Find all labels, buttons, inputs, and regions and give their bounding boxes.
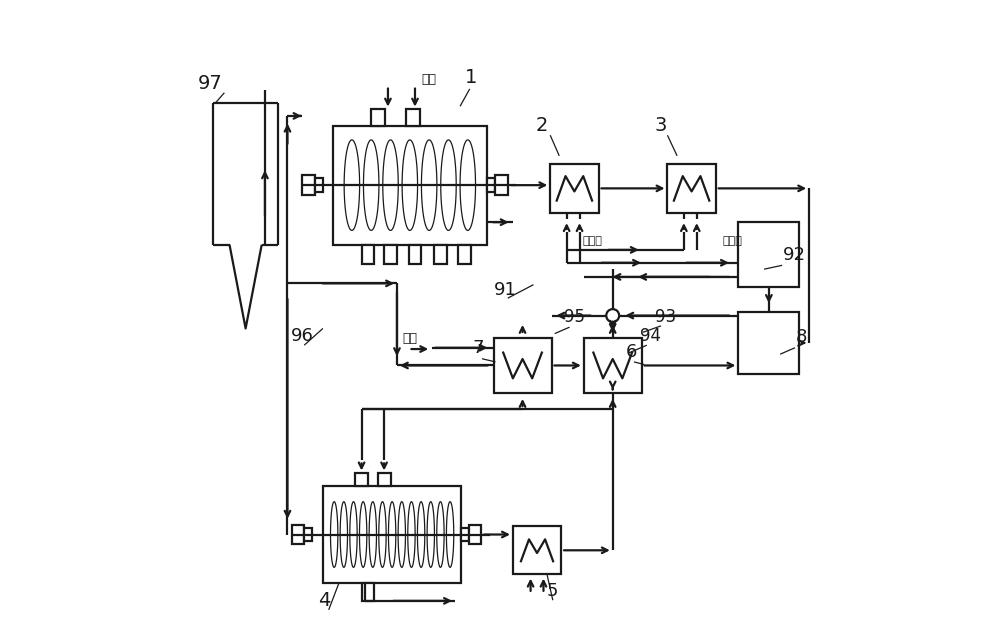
Text: 2: 2	[535, 116, 548, 135]
Text: 蒸汽: 蒸汽	[421, 73, 436, 86]
Bar	[434, 245, 447, 264]
Bar	[550, 164, 599, 213]
Bar	[378, 473, 391, 486]
Bar	[315, 178, 323, 192]
Text: 95: 95	[564, 308, 585, 326]
Bar	[738, 222, 799, 287]
Bar	[292, 525, 304, 544]
Bar	[469, 525, 481, 544]
Bar	[495, 175, 508, 196]
Bar	[409, 245, 421, 264]
Text: 96: 96	[291, 327, 314, 345]
Text: 8: 8	[796, 328, 808, 346]
Text: 3: 3	[655, 116, 667, 135]
Text: 5: 5	[546, 582, 558, 600]
Bar	[323, 486, 461, 583]
Bar	[461, 528, 469, 541]
Text: 94: 94	[640, 327, 661, 345]
Text: 92: 92	[783, 246, 806, 264]
Bar	[406, 109, 420, 126]
Bar	[487, 178, 495, 192]
Text: 冷凝水: 冷凝水	[722, 236, 742, 246]
Bar	[384, 245, 397, 264]
Text: 6: 6	[626, 343, 637, 361]
Bar	[458, 245, 471, 264]
Bar	[513, 526, 561, 574]
Bar	[304, 528, 312, 541]
Text: 7: 7	[473, 339, 484, 357]
Text: 97: 97	[197, 74, 222, 93]
Bar	[371, 109, 385, 126]
Bar	[584, 338, 642, 393]
Bar	[494, 338, 552, 393]
Bar	[362, 245, 374, 264]
Bar	[738, 312, 799, 374]
Bar	[362, 583, 374, 601]
Text: 蒸汽: 蒸汽	[402, 332, 417, 345]
Bar	[355, 473, 368, 486]
Text: 91: 91	[494, 281, 516, 299]
Bar	[333, 126, 487, 245]
Text: 93: 93	[655, 308, 676, 326]
Text: 4: 4	[318, 591, 331, 610]
Bar	[667, 164, 716, 213]
Text: 冷凝水: 冷凝水	[582, 236, 602, 246]
Text: 1: 1	[465, 68, 477, 87]
Bar	[302, 175, 315, 196]
Circle shape	[606, 309, 619, 322]
